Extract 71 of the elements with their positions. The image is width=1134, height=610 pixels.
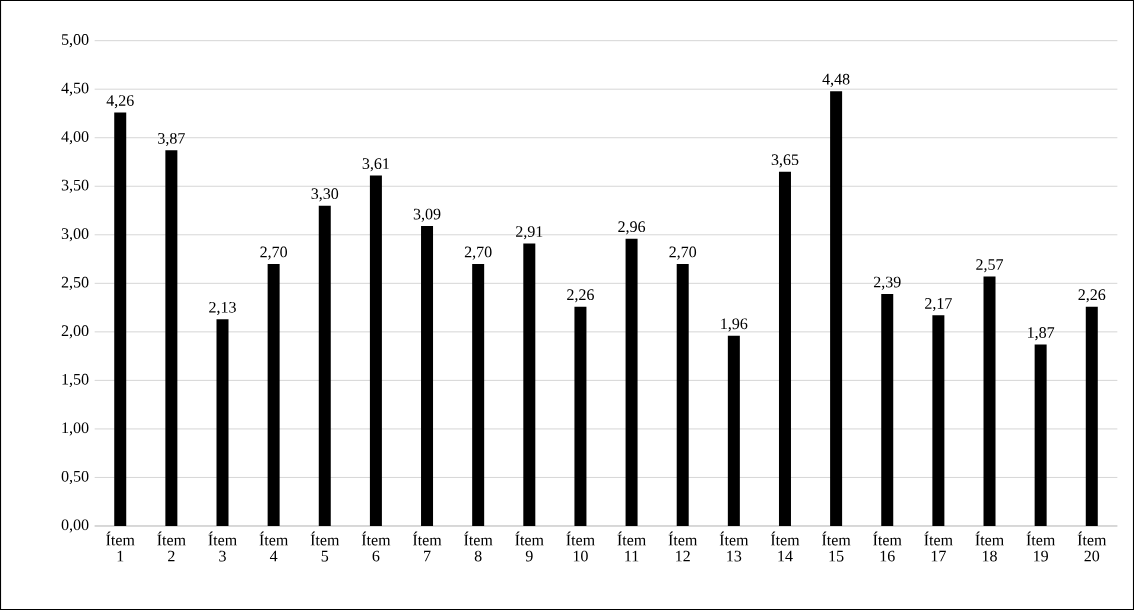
x-tick-label: Ítem 11 <box>617 531 646 562</box>
y-tick-label: 1,50 <box>62 373 89 387</box>
bar <box>165 150 178 526</box>
data-label: 4,48 <box>822 73 850 87</box>
x-tick-label: Ítem 19 <box>1026 531 1056 562</box>
data-label: 2,96 <box>618 221 646 235</box>
data-label: 2,70 <box>464 246 492 260</box>
bar <box>1034 344 1047 526</box>
x-tick-label: Ítem 2 <box>157 531 186 562</box>
data-label: 2,57 <box>976 259 1004 273</box>
data-label: 4,26 <box>106 95 134 109</box>
data-label: 1,87 <box>1028 327 1055 341</box>
bar <box>983 276 996 526</box>
x-tick-label: Ítem 15 <box>822 531 851 562</box>
bar <box>267 263 280 526</box>
data-label: 3,61 <box>362 158 389 172</box>
x-tick-label: Ítem 6 <box>361 531 391 562</box>
x-tick-label: Ítem 10 <box>566 531 595 562</box>
bar <box>676 263 689 526</box>
bar <box>114 112 127 526</box>
data-label: 2,26 <box>567 289 594 303</box>
bar <box>932 315 945 526</box>
y-tick-label: 4,50 <box>61 82 89 96</box>
y-tick-label: 3,00 <box>61 228 89 242</box>
data-label: 1,96 <box>721 318 748 332</box>
x-tick-label: Ítem 8 <box>464 531 493 562</box>
x-tick-label: Ítem 4 <box>259 531 289 562</box>
bar <box>1085 306 1098 526</box>
data-label: 2,39 <box>873 276 901 290</box>
x-tick-label: Ítem 14 <box>770 531 800 562</box>
data-label: 3,30 <box>311 188 339 202</box>
data-label: 3,87 <box>158 132 185 147</box>
bar <box>625 238 638 526</box>
bar <box>881 294 894 526</box>
bar <box>727 335 740 526</box>
x-tick-label: Ítem 7 <box>412 531 442 562</box>
data-label: 2,13 <box>209 301 236 315</box>
bar <box>421 226 434 526</box>
data-label: 2,17 <box>925 298 952 312</box>
y-tick-label: 4,00 <box>61 131 89 145</box>
data-label: 2,91 <box>516 226 543 240</box>
x-tick-label: Ítem 3 <box>208 531 237 562</box>
y-tick-label: 3,50 <box>61 179 89 193</box>
bar <box>369 175 382 526</box>
data-label: 3,09 <box>413 208 441 222</box>
x-tick-label: Ítem 17 <box>924 531 953 562</box>
bar <box>830 91 843 526</box>
y-tick-label: 5,00 <box>61 34 89 48</box>
data-label: 2,26 <box>1078 289 1106 303</box>
bar <box>216 319 229 526</box>
x-tick-label: Ítem 1 <box>106 531 135 562</box>
x-tick-label: Ítem 20 <box>1077 531 1107 562</box>
x-tick-label: Ítem 18 <box>975 531 1004 562</box>
x-tick-label: Ítem 13 <box>719 531 749 562</box>
x-tick-label: Ítem 9 <box>515 531 544 562</box>
y-tick-label: 2,50 <box>61 276 89 290</box>
y-tick-label: 0,50 <box>61 470 89 485</box>
bar <box>318 205 331 526</box>
x-tick-label: Ítem 12 <box>668 531 698 562</box>
bar <box>778 171 791 526</box>
data-label: 3,65 <box>771 154 799 168</box>
bar <box>574 306 587 526</box>
y-tick-label: 0,00 <box>61 519 89 533</box>
bar <box>472 263 485 526</box>
x-tick-label: Ítem 5 <box>310 531 340 562</box>
y-tick-label: 1,00 <box>62 422 89 436</box>
data-label: 2,70 <box>669 246 697 260</box>
data-label: 2,70 <box>260 246 288 260</box>
y-tick-label: 2,00 <box>61 325 89 339</box>
x-tick-label: Ítem 16 <box>873 531 902 562</box>
bar <box>523 243 536 526</box>
